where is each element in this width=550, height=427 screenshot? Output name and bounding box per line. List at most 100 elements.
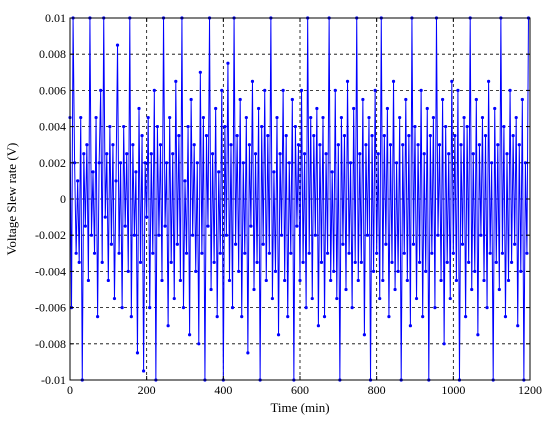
data-point — [445, 260, 449, 264]
data-point — [451, 251, 455, 255]
data-point — [376, 152, 380, 156]
y-tick-label: 0.004 — [39, 120, 66, 134]
data-point — [266, 134, 270, 138]
data-point — [364, 143, 368, 147]
data-point — [510, 260, 514, 264]
data-point — [419, 88, 423, 92]
x-tick-label: 1000 — [441, 383, 465, 397]
data-point — [430, 251, 434, 255]
data-point — [387, 315, 391, 319]
data-point — [316, 324, 320, 328]
data-point — [299, 88, 304, 92]
data-point — [278, 152, 282, 156]
data-point — [356, 278, 360, 283]
data-point — [283, 278, 287, 283]
data-point — [450, 79, 454, 83]
data-point — [135, 351, 140, 355]
data-point — [281, 88, 285, 92]
data-point — [378, 296, 382, 301]
data-point — [312, 134, 316, 138]
data-point — [433, 306, 437, 310]
data-point — [414, 296, 419, 301]
data-point — [89, 233, 94, 237]
data-point — [341, 242, 345, 246]
y-tick-label: 0.008 — [39, 47, 66, 61]
x-tick-label: 0 — [67, 383, 73, 397]
data-point — [195, 161, 199, 165]
data-point — [234, 242, 238, 246]
data-point — [393, 287, 397, 292]
data-point — [345, 79, 350, 83]
data-point — [198, 70, 202, 74]
data-point — [333, 88, 337, 92]
data-point — [142, 369, 146, 373]
data-point — [505, 152, 509, 156]
data-point — [418, 260, 422, 264]
data-point — [382, 134, 386, 138]
data-point — [270, 296, 274, 301]
series-line — [69, 17, 529, 381]
data-point — [103, 215, 107, 219]
data-point — [381, 278, 385, 283]
data-point — [230, 306, 235, 310]
data-point — [243, 251, 247, 255]
data-point — [224, 233, 228, 237]
data-point — [146, 115, 150, 120]
data-point — [520, 97, 524, 102]
data-point — [211, 152, 215, 156]
data-point — [398, 115, 402, 120]
data-point — [253, 152, 258, 156]
data-point — [257, 106, 261, 111]
data-point — [188, 333, 192, 337]
data-point — [100, 260, 104, 264]
data-point — [134, 170, 138, 174]
data-point — [307, 251, 311, 255]
data-point — [158, 143, 163, 147]
data-point — [293, 125, 297, 129]
data-point — [241, 161, 245, 165]
data-point — [235, 134, 239, 138]
data-point — [217, 170, 221, 174]
data-point — [326, 251, 330, 255]
x-tick-label: 1200 — [518, 383, 542, 397]
data-point — [347, 251, 351, 255]
data-point — [385, 106, 389, 111]
data-point — [462, 115, 466, 120]
x-tick-label: 600 — [291, 383, 309, 397]
data-point — [129, 315, 133, 319]
data-point — [404, 97, 408, 102]
data-point — [411, 242, 416, 246]
data-point — [514, 115, 518, 120]
data-point — [471, 152, 475, 156]
data-point — [365, 233, 370, 237]
data-point — [474, 97, 478, 102]
data-point — [388, 143, 393, 147]
data-point — [175, 242, 179, 246]
data-point — [106, 278, 110, 283]
data-point — [439, 278, 443, 283]
data-point — [119, 161, 123, 165]
data-point — [289, 251, 293, 255]
data-point — [513, 242, 517, 246]
data-point — [485, 306, 489, 310]
data-point — [151, 251, 155, 255]
data-point — [321, 115, 325, 120]
y-tick-label: 0 — [60, 192, 66, 206]
data-point — [298, 278, 302, 283]
data-point — [99, 88, 103, 92]
data-point — [174, 79, 178, 83]
data-point — [177, 134, 181, 138]
y-tick-label: -0.008 — [35, 337, 66, 351]
data-point — [448, 296, 452, 301]
data-point — [476, 333, 480, 337]
data-point — [477, 143, 481, 147]
data-point — [494, 260, 498, 264]
data-point — [79, 115, 83, 120]
data-point — [246, 351, 250, 355]
data-point — [408, 324, 412, 328]
data-point — [459, 143, 463, 147]
data-point — [249, 224, 253, 228]
data-point — [149, 152, 153, 156]
data-point — [428, 134, 432, 138]
data-point — [479, 233, 483, 237]
